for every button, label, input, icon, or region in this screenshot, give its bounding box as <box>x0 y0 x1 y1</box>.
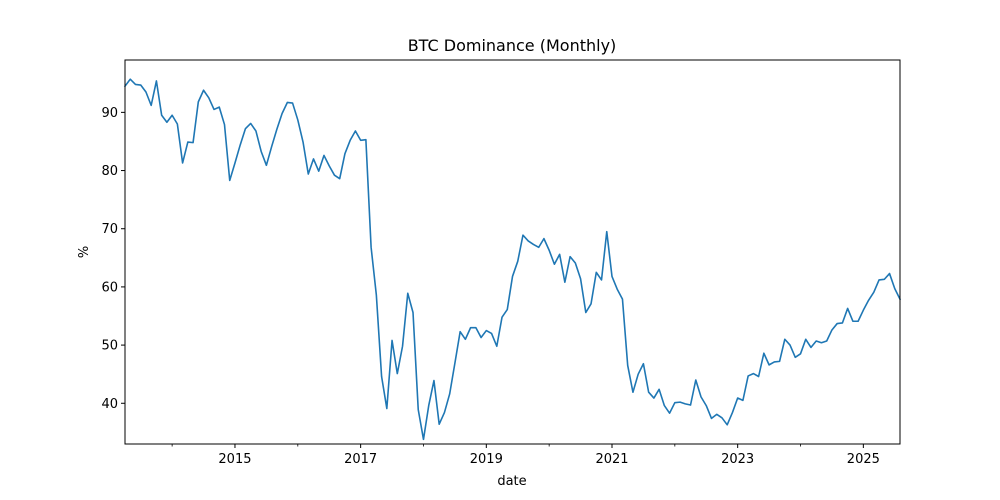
y-tick-label: 50 <box>101 339 118 354</box>
x-tick-label: 2017 <box>344 452 377 467</box>
series-line <box>123 78 902 441</box>
chart-title: BTC Dominance (Monthly) <box>408 36 617 55</box>
x-tick-label: 2023 <box>721 452 754 467</box>
x-tick-label: 2015 <box>218 452 251 467</box>
y-tick-label: 40 <box>101 397 118 412</box>
y-axis-label: % <box>77 246 92 258</box>
y-axis-ticks: 40 50 60 70 80 90 <box>101 106 125 412</box>
y-tick-label: 80 <box>101 164 118 179</box>
y-tick-label: 90 <box>101 106 118 121</box>
plot-area <box>123 78 902 441</box>
x-tick-label: 2025 <box>847 452 880 467</box>
x-tick-label: 2021 <box>595 452 628 467</box>
x-tick-label: 2019 <box>470 452 503 467</box>
plot-frame <box>124 59 901 445</box>
x-axis-label: date <box>497 474 526 489</box>
y-tick-label: 60 <box>101 280 118 295</box>
y-tick-label: 70 <box>101 222 118 237</box>
x-axis-ticks: 2015 2017 2019 2021 2023 2025 <box>218 444 880 467</box>
